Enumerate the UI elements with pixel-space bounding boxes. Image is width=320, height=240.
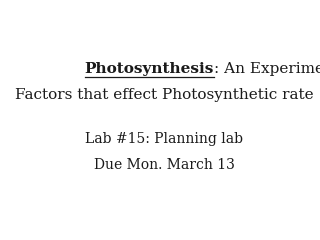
- Text: Due Mon. March 13: Due Mon. March 13: [93, 158, 235, 172]
- Text: Lab #15: Planning lab: Lab #15: Planning lab: [85, 132, 243, 146]
- Text: : An Experimental Proposal: : An Experimental Proposal: [214, 62, 320, 76]
- Text: Factors that effect Photosynthetic rate: Factors that effect Photosynthetic rate: [15, 88, 313, 102]
- Text: Photosynthesis: Photosynthesis: [84, 62, 214, 76]
